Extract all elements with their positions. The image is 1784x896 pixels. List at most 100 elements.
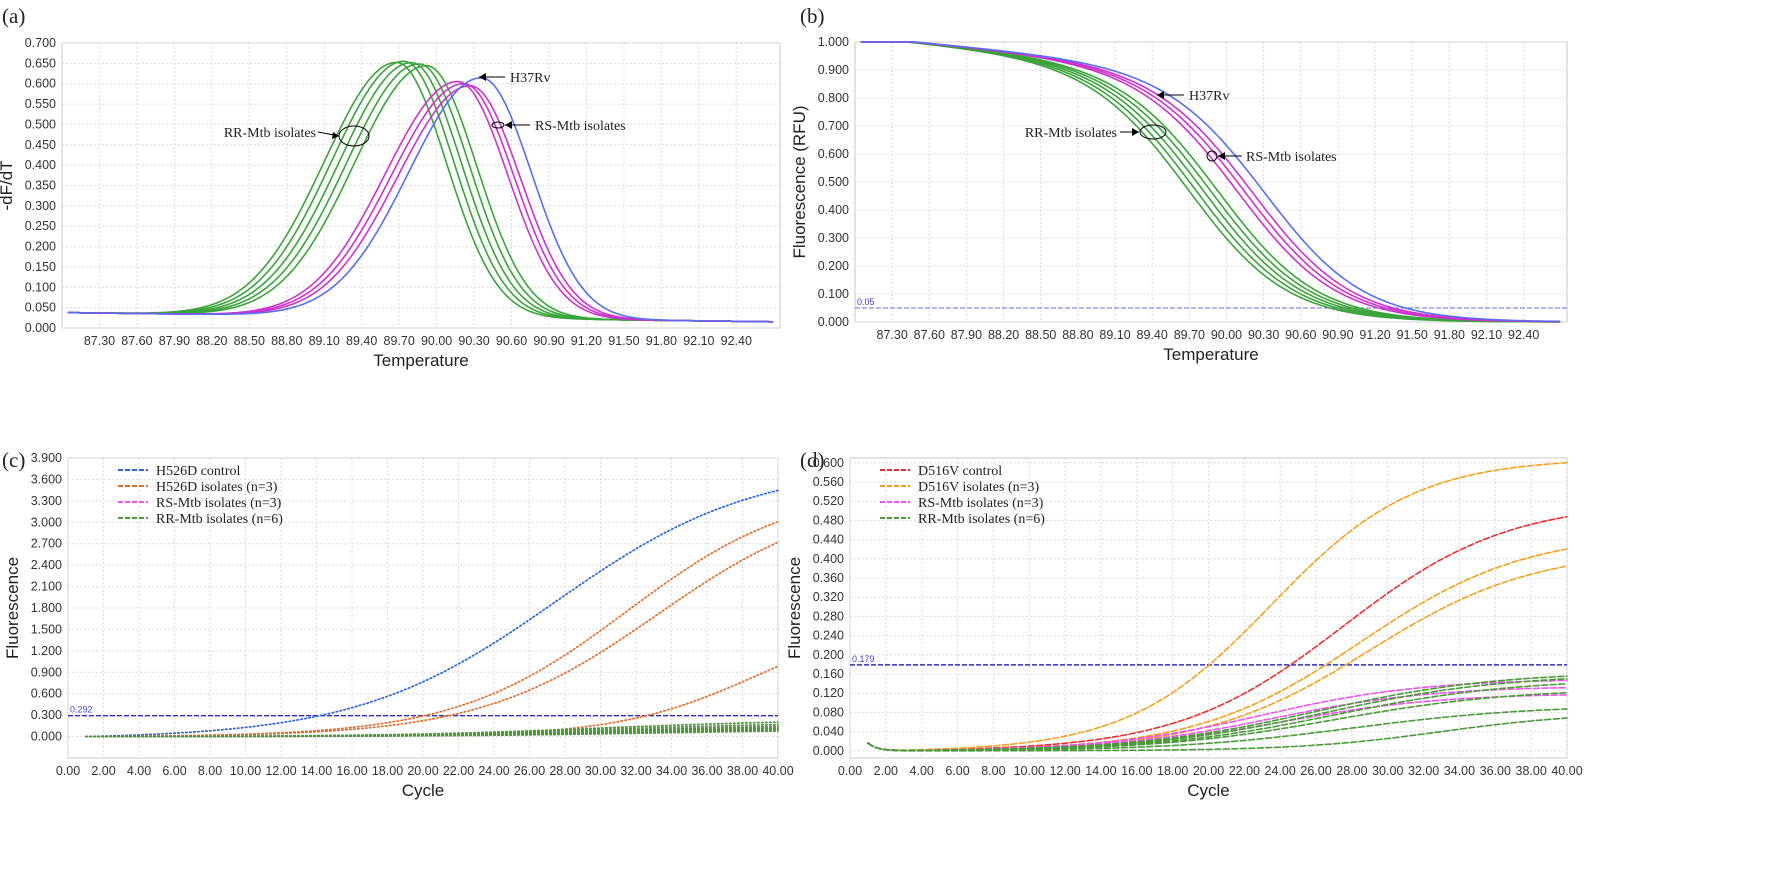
x-tick-label: 38.00 [1516,764,1547,778]
x-tick-label: 10.00 [1014,764,1045,778]
series-line-d516v-isolates-n-3- [867,565,1568,752]
x-tick-label: 90.00 [1211,328,1242,342]
x-tick-label: 22.00 [1229,764,1260,778]
y-tick-label: 0.700 [818,119,849,133]
y-tick-label: 1.800 [31,601,62,615]
legend-entry: D516V control [918,464,1002,479]
y-tick-label: 0.280 [813,609,844,623]
x-tick-label: 22.00 [443,764,474,778]
x-tick-label: 8.00 [981,764,1005,778]
x-tick-label: 90.60 [496,334,527,348]
chart-b: 0.000 0.100 0.200 0.300 0.400 0.500 0.600 0.700… [790,35,1568,364]
x-tick-label: 6.00 [162,764,186,778]
y-tick-label: 0.400 [818,203,849,217]
y-tick-label: 1.200 [31,644,62,658]
series-line-h526d-isolates-n-3- [84,541,779,738]
y-tick-label: 0.200 [813,648,844,662]
x-tick-label: 87.60 [121,334,152,348]
x-tick-label: 87.30 [84,334,115,348]
y-tick-label: 1.500 [31,622,62,636]
y-tick-label: 0.400 [813,552,844,566]
y-tick-label: 0.160 [813,667,844,681]
plot-area [61,42,781,329]
annotation-rs-mtb: RS-Mtb isolates [1246,150,1337,165]
x-tick-label: 34.00 [656,764,687,778]
series-line-d516v-isolates-n-3- [867,548,1568,752]
x-axis-label: Temperature [1163,345,1258,364]
y-tick-label: 0.600 [31,687,62,701]
x-tick-label: 38.00 [727,764,758,778]
y-axis-label: Fluorescence [785,557,804,659]
x-tick-label: 16.00 [336,764,367,778]
x-tick-label: 91.50 [608,334,639,348]
x-tick-label: 36.00 [1480,764,1511,778]
series-line-rr-mtb-isolates-n-6- [84,730,779,738]
x-tick-label: 8.00 [198,764,222,778]
y-tick-label: 0.400 [25,158,56,172]
x-tick-label: 92.40 [721,334,752,348]
annotation-arrowhead [505,121,512,129]
x-tick-label: 40.00 [762,764,793,778]
y-tick-label: 0.560 [813,475,844,489]
y-tick-label: 0.050 [25,301,56,315]
x-tick-label: 26.00 [514,764,545,778]
annotation-ellipse [1139,124,1167,140]
y-tick-label: 2.400 [31,558,62,572]
x-tick-label: 24.00 [1265,764,1296,778]
y-tick-label: 0.000 [813,744,844,758]
y-tick-label: 0.240 [813,629,844,643]
x-tick-label: 89.40 [346,334,377,348]
x-tick-label: 90.90 [533,334,564,348]
x-tick-label: 10.00 [230,764,261,778]
annotations-a: RR-Mtb isolates RS-Mtb isolates H37Rv [224,71,626,147]
annotation-rr-mtb: RR-Mtb isolates [1025,126,1117,141]
y-tick-label: 0.500 [818,175,849,189]
annotation-arrowhead [479,73,486,81]
y-tick-label: 0.040 [813,725,844,739]
y-tick-label: 0.900 [818,63,849,77]
series-line-rr-mtb-isolates-n-6- [867,717,1568,752]
y-tick-label: 0.000 [31,730,62,744]
x-tick-label: 18.00 [372,764,403,778]
series-line-d516v-control [867,515,1568,752]
annotation-rr-mtb: RR-Mtb isolates [224,126,316,141]
y-axis-label: Fluorescence [3,557,22,659]
x-tick-label: 24.00 [478,764,509,778]
x-tick-label: 88.50 [1025,328,1056,342]
annotation-h37rv: H37Rv [1189,89,1229,104]
series-line-d516v-isolates-n-3- [867,461,1568,751]
panel-letter-c: (c) [2,448,26,472]
y-tick-label: 0.500 [25,117,56,131]
y-tick-label: 2.700 [31,537,62,551]
series-line-rr-mtb-isolates-n-6- [867,678,1568,752]
x-tick-label: 34.00 [1444,764,1475,778]
y-tick-label: 0.360 [813,571,844,585]
x-tick-label: 4.00 [910,764,934,778]
y-tick-label: 0.600 [25,77,56,91]
x-tick-label: 92.10 [683,334,714,348]
threshold-label: 0.05 [857,297,875,307]
y-tick-label: 0.100 [818,287,849,301]
annotation-arrowhead [1218,152,1225,160]
series-line-rs-mtb-isolates-n-3- [867,679,1568,752]
x-tick-label: 90.90 [1322,328,1353,342]
x-tick-label: 91.20 [571,334,602,348]
x-tick-label: 20.00 [1193,764,1224,778]
y-tick-label: 3.600 [31,472,62,486]
x-tick-label: 88.20 [196,334,227,348]
series-line-h37rv [860,41,1561,323]
x-tick-label: 90.00 [421,334,452,348]
x-axis-label: Cycle [1187,781,1230,800]
x-axis-label: Temperature [373,351,468,370]
x-tick-label: 87.90 [951,328,982,342]
y-tick-label: 0.250 [25,219,56,233]
x-tick-label: 92.40 [1508,328,1539,342]
y-tick-label: 0.520 [813,494,844,508]
x-tick-label: 26.00 [1300,764,1331,778]
x-tick-label: 88.50 [234,334,265,348]
legend-entry: RR-Mtb isolates (n=6) [918,512,1045,527]
threshold-label: 0.179 [852,654,875,664]
legend-entry: H526D control [156,464,240,479]
y-tick-label: 0.800 [818,91,849,105]
y-tick-label: 0.120 [813,686,844,700]
